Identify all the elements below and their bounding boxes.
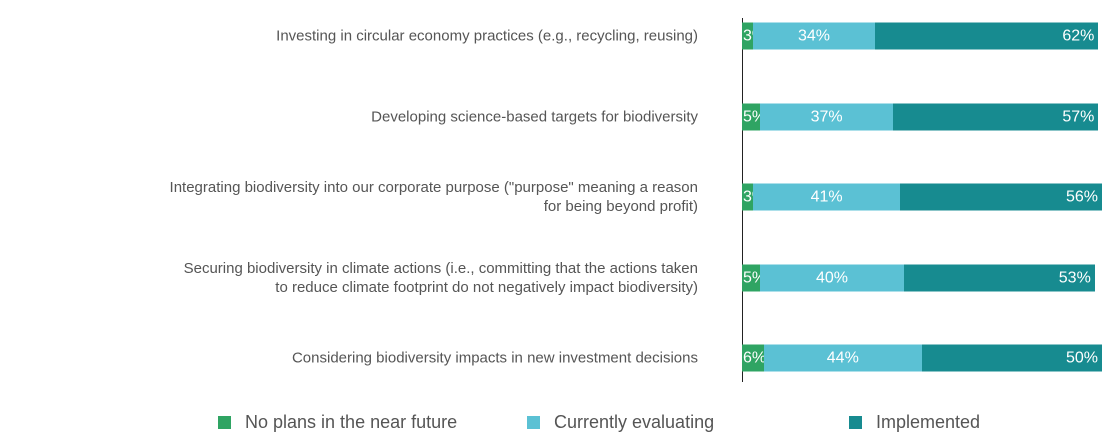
value-label: 62% bbox=[1062, 27, 1095, 45]
bar-segment bbox=[904, 264, 1095, 291]
legend-swatch bbox=[218, 415, 231, 429]
value-label: 53% bbox=[1058, 269, 1091, 286]
value-label: 6% bbox=[743, 349, 767, 367]
bar-segment bbox=[760, 103, 894, 130]
value-label: 57% bbox=[1062, 108, 1095, 125]
legend-item: Implemented bbox=[849, 410, 980, 434]
bar-segment bbox=[742, 264, 760, 291]
legend-label: No plans in the near future bbox=[245, 412, 458, 432]
bar-segment bbox=[742, 344, 764, 372]
bar-segment bbox=[875, 22, 1099, 50]
bar-segment bbox=[742, 103, 760, 130]
category-label: Integrating biodiversity into our corpor… bbox=[169, 179, 698, 215]
category-label: Investing in circular economy practices … bbox=[276, 27, 698, 45]
bar-segment bbox=[742, 22, 753, 50]
bar-segment bbox=[760, 264, 904, 291]
bar-segment bbox=[752, 183, 901, 211]
category-label: Developing science-based targets for bio… bbox=[371, 108, 698, 125]
bar-segment bbox=[742, 183, 753, 211]
legend-item: Currently evaluating bbox=[527, 410, 714, 434]
category-label: Considering biodiversity impacts in new … bbox=[291, 349, 698, 367]
bar-segment bbox=[763, 344, 922, 372]
legend-item: No plans in the near future bbox=[218, 410, 457, 434]
category-label: Securing biodiversity in climate actions… bbox=[183, 259, 698, 296]
value-label: 56% bbox=[1065, 188, 1098, 206]
value-label: 50% bbox=[1065, 349, 1098, 367]
bar-segment bbox=[900, 183, 1102, 211]
value-label: 34% bbox=[797, 27, 831, 45]
value-label: 37% bbox=[810, 108, 843, 125]
bar-segment bbox=[752, 22, 876, 50]
legend-swatch bbox=[849, 415, 862, 429]
legend-swatch bbox=[527, 415, 540, 429]
legend-label: Currently evaluating bbox=[554, 412, 715, 432]
value-label: 44% bbox=[826, 349, 859, 367]
value-label: 40% bbox=[815, 269, 849, 286]
value-label: 41% bbox=[810, 188, 843, 206]
bar-segment bbox=[922, 344, 1102, 372]
bar-segment bbox=[893, 103, 1099, 130]
legend-label: Implemented bbox=[876, 412, 981, 432]
legend: No plans in the near future Currently eva… bbox=[0, 410, 1104, 434]
